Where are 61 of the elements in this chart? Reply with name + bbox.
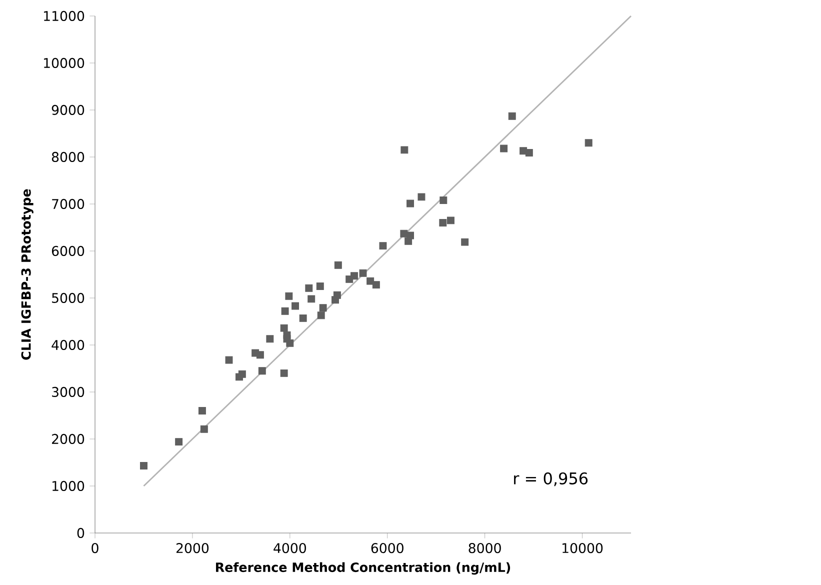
point [404,237,412,245]
y-tick-label: 5000 [52,292,84,304]
point [584,139,592,147]
y-tick-label: 0 [77,528,84,538]
point [285,292,293,300]
x-tick-label: 0 [92,543,98,554]
x-tick-label: 8000 [468,543,501,554]
point [280,369,288,377]
point [175,438,183,446]
point [319,304,327,312]
point [266,335,274,343]
point [281,307,289,315]
point [200,425,208,433]
point [418,193,426,201]
point [238,370,246,378]
point [286,339,294,347]
x-tick-label: 4000 [274,543,306,554]
point [372,281,380,289]
point [446,216,454,224]
y-axis-title: CLIA IGFBP-3 PRototype [21,189,34,360]
y-tick-label: 1000 [52,480,84,492]
point [198,407,206,415]
point [334,261,342,269]
point [299,314,307,322]
point [406,200,414,208]
point [140,462,148,470]
y-tick-label: 3000 [52,386,84,398]
point [316,282,324,290]
point [440,196,448,204]
y-tick-label: 11000 [44,10,84,22]
x-tick-label: 10000 [562,543,603,554]
point [305,284,313,292]
point [308,295,316,303]
point [350,272,358,280]
point [500,144,508,152]
point [400,230,408,238]
annotation: r = 0,956 [514,472,588,486]
point [258,367,266,375]
y-tick-label: 4000 [52,340,84,350]
point [280,324,288,332]
x-tick-label: 2000 [176,543,209,554]
y-tick-label: 9000 [52,104,84,116]
x-axis-title: Reference Method Concentration (ng/mL) [216,562,510,575]
point [461,238,469,246]
point [400,146,408,154]
y-tick-label: 8000 [52,152,84,162]
y-tick-label: 2000 [52,434,84,444]
point [359,269,367,277]
point [508,112,516,120]
x-tick-label: 6000 [371,543,404,554]
point [292,302,300,310]
point [225,356,233,364]
point [439,219,447,227]
point [379,242,387,250]
y-tick-label: 10000 [44,58,84,68]
point [525,149,533,156]
point [317,312,325,320]
y-tick-label: 6000 [52,246,84,256]
y-tick-label: 7000 [52,198,84,210]
point [333,291,341,299]
point [256,351,264,359]
